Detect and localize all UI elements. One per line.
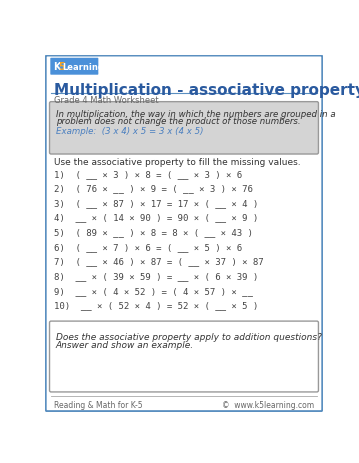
Text: K: K <box>53 62 61 72</box>
Text: Use the associative property to fill the missing values.: Use the associative property to fill the… <box>54 158 301 167</box>
Text: 4)  __ × ( 14 × 90 ) = 90 × ( __ × 9 ): 4) __ × ( 14 × 90 ) = 90 × ( __ × 9 ) <box>54 213 258 222</box>
Text: 10)  __ × ( 52 × 4 ) = 52 × ( __ × 5 ): 10) __ × ( 52 × 4 ) = 52 × ( __ × 5 ) <box>54 300 258 310</box>
Text: Answer and show an example.: Answer and show an example. <box>56 341 194 350</box>
Text: 7)  ( __ × 46 ) × 87 = ( __ × 37 ) × 87: 7) ( __ × 46 ) × 87 = ( __ × 37 ) × 87 <box>54 257 264 266</box>
Text: Example:  (3 x 4) x 5 = 3 x (4 x 5): Example: (3 x 4) x 5 = 3 x (4 x 5) <box>56 126 203 135</box>
Text: 5: 5 <box>58 62 65 72</box>
Text: 2)  ( 76 × __ ) × 9 = ( __ × 3 ) × 76: 2) ( 76 × __ ) × 9 = ( __ × 3 ) × 76 <box>54 184 253 193</box>
Text: 9)  __ × ( 4 × 52 ) = ( 4 × 57 ) × __: 9) __ × ( 4 × 52 ) = ( 4 × 57 ) × __ <box>54 286 253 295</box>
Text: 6)  ( __ × 7 ) × 6 = ( __ × 5 ) × 6: 6) ( __ × 7 ) × 6 = ( __ × 5 ) × 6 <box>54 242 242 251</box>
Text: 3)  ( __ × 87 ) × 17 = 17 × ( __ × 4 ): 3) ( __ × 87 ) × 17 = 17 × ( __ × 4 ) <box>54 199 258 207</box>
Text: In multiplication, the way in which the numbers are grouped in a: In multiplication, the way in which the … <box>56 109 335 119</box>
Text: problem does not change the product of those numbers.: problem does not change the product of t… <box>56 117 300 126</box>
FancyBboxPatch shape <box>50 102 318 155</box>
FancyBboxPatch shape <box>50 59 98 75</box>
Text: Grade 4 Math Worksheet: Grade 4 Math Worksheet <box>54 96 159 105</box>
Text: ©  www.k5learning.com: © www.k5learning.com <box>222 400 314 409</box>
Text: Multiplication - associative property: Multiplication - associative property <box>54 83 359 98</box>
Text: 5)  ( 89 × __ ) × 8 = 8 × ( __ × 43 ): 5) ( 89 × __ ) × 8 = 8 × ( __ × 43 ) <box>54 228 253 237</box>
FancyBboxPatch shape <box>50 321 318 392</box>
Text: Reading & Math for K-5: Reading & Math for K-5 <box>54 400 143 409</box>
FancyBboxPatch shape <box>46 56 322 411</box>
Text: 1)  ( __ × 3 ) × 8 = ( __ × 3 ) × 6: 1) ( __ × 3 ) × 8 = ( __ × 3 ) × 6 <box>54 169 242 178</box>
Text: 8)  __ × ( 39 × 59 ) = __ × ( 6 × 39 ): 8) __ × ( 39 × 59 ) = __ × ( 6 × 39 ) <box>54 271 258 281</box>
Text: Does the associative property apply to addition questions?: Does the associative property apply to a… <box>56 332 322 341</box>
Text: Learning: Learning <box>63 63 104 72</box>
